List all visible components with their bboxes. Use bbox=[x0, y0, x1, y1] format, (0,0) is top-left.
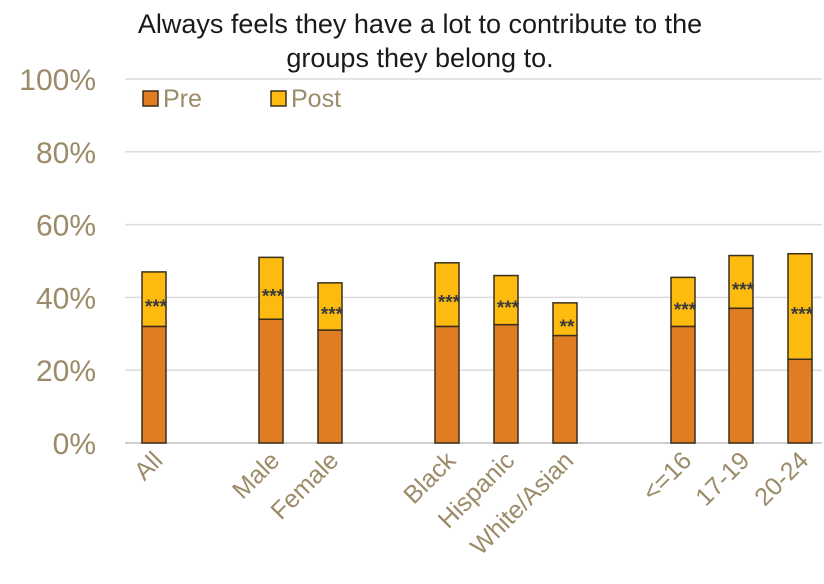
bar-pre bbox=[670, 325, 696, 444]
legend: Pre Post bbox=[142, 85, 341, 113]
significance-label: *** bbox=[145, 297, 168, 318]
bar-pre bbox=[787, 358, 813, 444]
chart-title-line: groups they belong to. bbox=[286, 43, 553, 73]
legend-label: Post bbox=[291, 85, 341, 113]
significance-label: *** bbox=[791, 305, 814, 326]
legend-label: Pre bbox=[163, 85, 202, 113]
significance-label: *** bbox=[497, 298, 520, 319]
bar-post bbox=[258, 256, 284, 320]
bar-pre bbox=[317, 329, 343, 444]
x-tick-label: 20-24 bbox=[749, 446, 814, 511]
bar-post bbox=[728, 254, 754, 310]
labels-layer: 0%20%40%60%80%100%***All***Male***Female… bbox=[19, 64, 814, 561]
grid-layer bbox=[125, 78, 822, 444]
significance-label: *** bbox=[262, 286, 285, 307]
significance-label: *** bbox=[321, 305, 344, 326]
bar-pre bbox=[258, 318, 284, 444]
bar-post bbox=[670, 276, 696, 328]
y-tick-label: 20% bbox=[36, 355, 96, 388]
bar-pre bbox=[552, 334, 578, 444]
bar-pre bbox=[493, 323, 519, 444]
significance-label: *** bbox=[438, 293, 461, 314]
chart-title: Always feels they have a lot to contribu… bbox=[138, 9, 702, 73]
x-tick-label: Female bbox=[265, 446, 344, 525]
y-tick-label: 100% bbox=[19, 64, 96, 97]
x-tick-label: 17-19 bbox=[690, 446, 755, 511]
legend-swatch bbox=[142, 90, 159, 107]
chart-title-line: Always feels they have a lot to contribu… bbox=[138, 9, 702, 39]
bar-pre bbox=[141, 325, 167, 444]
significance-label: ** bbox=[560, 317, 575, 338]
bar-pre bbox=[728, 307, 754, 444]
x-tick-label: <=16 bbox=[637, 446, 697, 506]
bar-post bbox=[552, 302, 578, 337]
x-tick-label: All bbox=[129, 446, 168, 485]
bars-layer bbox=[141, 252, 813, 444]
y-tick-label: 0% bbox=[53, 428, 96, 461]
bar-post bbox=[493, 274, 519, 326]
bar-post bbox=[317, 282, 343, 331]
y-tick-label: 60% bbox=[36, 210, 96, 243]
y-tick-label: 80% bbox=[36, 137, 96, 170]
legend-swatch bbox=[270, 90, 287, 107]
bar-pre bbox=[434, 325, 460, 444]
y-tick-label: 40% bbox=[36, 282, 96, 315]
significance-label: *** bbox=[674, 300, 697, 321]
significance-label: *** bbox=[732, 280, 755, 301]
